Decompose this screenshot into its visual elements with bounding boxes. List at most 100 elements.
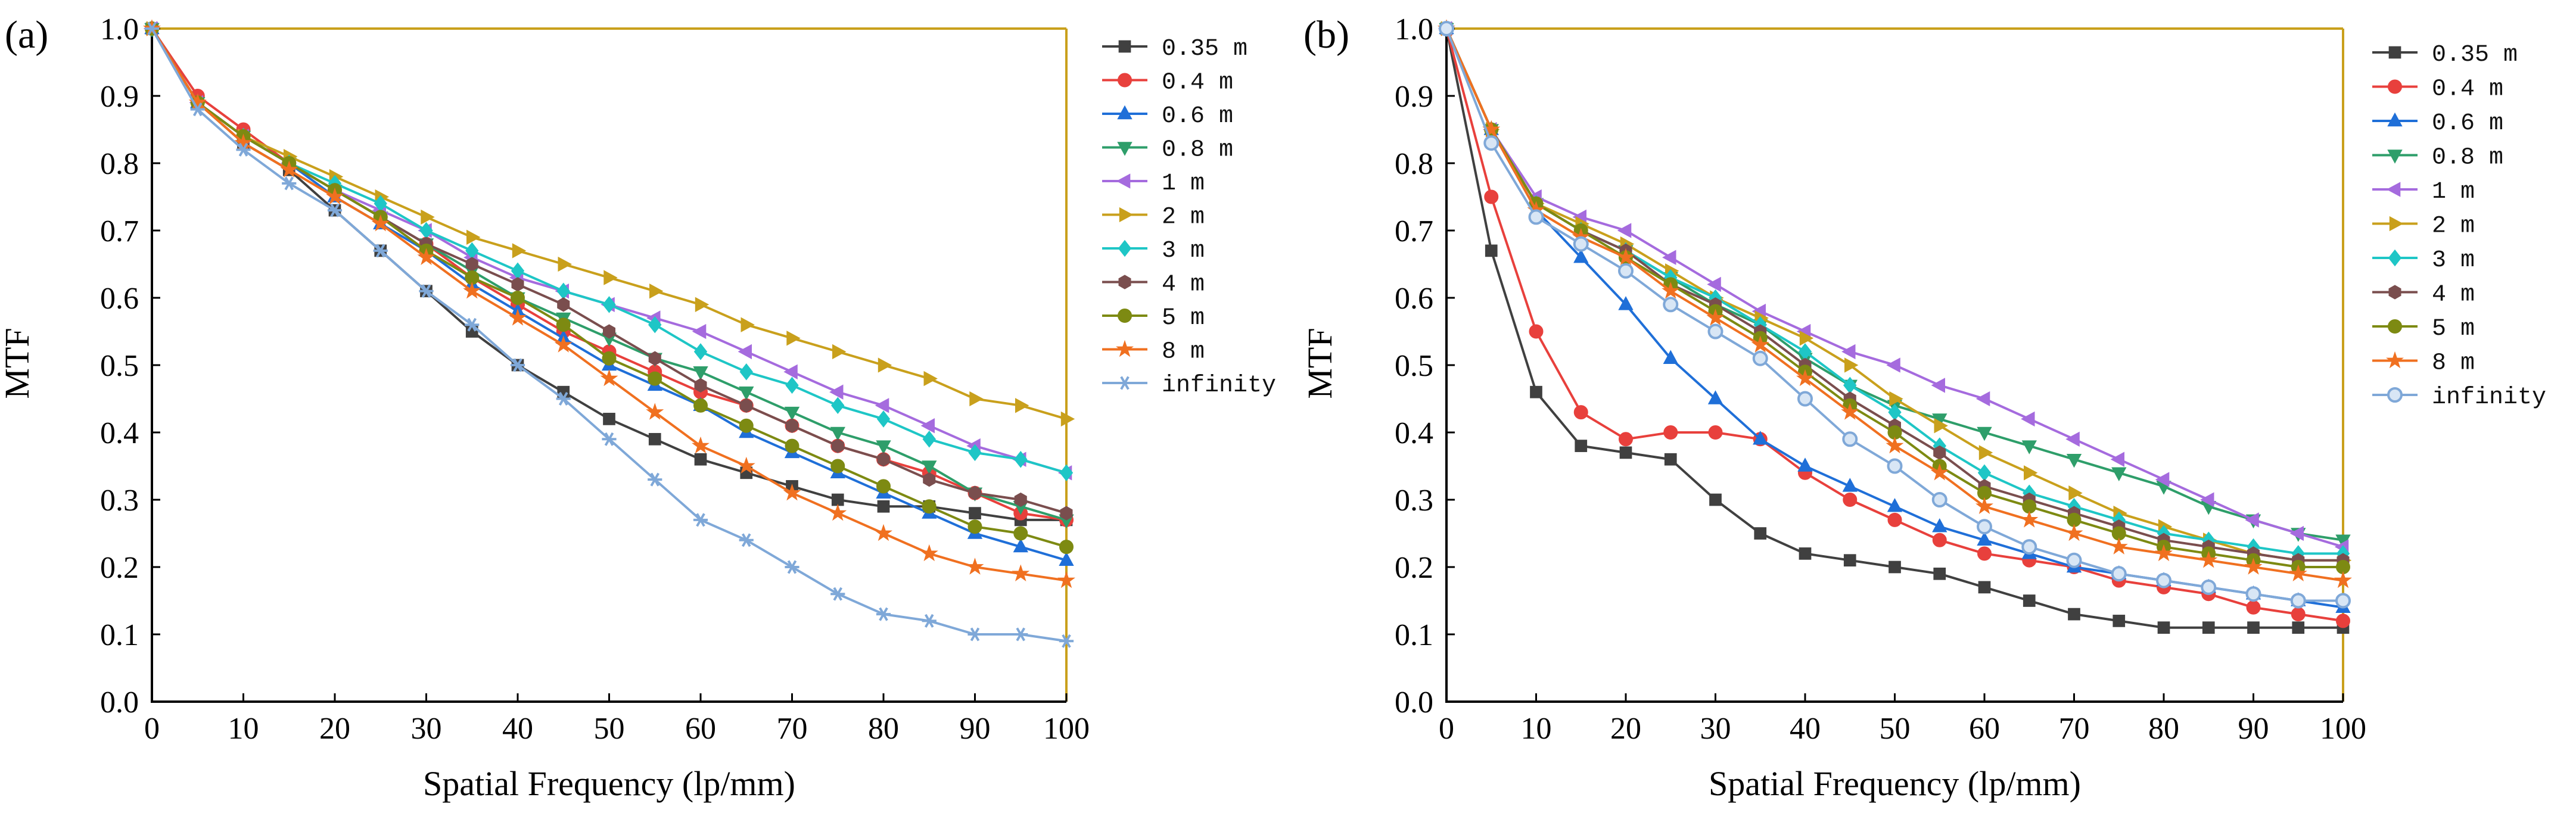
data-point xyxy=(923,472,936,487)
data-point xyxy=(829,384,844,400)
data-point xyxy=(739,363,753,381)
data-point xyxy=(1013,526,1028,541)
x-tick-label: 30 xyxy=(411,712,442,746)
data-point xyxy=(922,499,937,514)
series-0-4-m xyxy=(1439,21,2350,628)
legend-marker xyxy=(1118,40,1131,53)
series-5-m xyxy=(145,21,1074,555)
legend-marker xyxy=(2386,182,2401,197)
legend-entry: 8 m xyxy=(1102,339,1205,366)
legend-marker xyxy=(1117,105,1133,120)
legend-entry: 5 m xyxy=(1102,305,1205,332)
legend-entry: 3 m xyxy=(1102,238,1205,264)
data-point xyxy=(2157,621,2170,634)
legend-label: 1 m xyxy=(1162,170,1205,197)
x-tick-label: 0 xyxy=(144,712,160,746)
data-point xyxy=(554,335,573,353)
series-3-m xyxy=(1439,20,2350,562)
data-point xyxy=(2023,594,2036,607)
data-point xyxy=(190,102,205,117)
data-point xyxy=(2111,467,2127,482)
data-point xyxy=(2335,593,2351,609)
data-point xyxy=(832,344,847,360)
data-point xyxy=(694,453,707,466)
y-tick-label: 0.1 xyxy=(100,618,139,652)
data-point xyxy=(280,160,298,178)
legend-entry: 1 m xyxy=(1102,170,1205,197)
data-point xyxy=(2066,454,2082,468)
data-point xyxy=(1060,506,1073,521)
data-point xyxy=(2111,566,2127,582)
data-point xyxy=(326,187,344,205)
data-point xyxy=(1707,390,1723,404)
data-point xyxy=(740,398,753,413)
series-infinity xyxy=(144,21,1074,648)
data-point xyxy=(2244,558,2263,575)
x-tick-label: 30 xyxy=(1700,712,1731,746)
y-tick-label: 0.2 xyxy=(100,551,139,585)
y-tick-label: 0.7 xyxy=(100,214,139,248)
legend-marker xyxy=(2387,150,2403,164)
data-point xyxy=(648,432,661,446)
data-point xyxy=(466,229,481,245)
legend-label: 2 m xyxy=(1162,204,1205,231)
data-point xyxy=(1617,223,1632,238)
series-8-m xyxy=(143,19,1075,588)
y-tick-label: 0.1 xyxy=(1395,618,1433,652)
data-point xyxy=(1013,538,1028,553)
legend-marker xyxy=(2388,249,2402,267)
data-point xyxy=(2021,411,2035,427)
data-point xyxy=(876,607,891,621)
y-tick-label: 0.5 xyxy=(1395,349,1433,383)
data-point xyxy=(2289,525,2304,541)
legend-entry: 0.35 m xyxy=(2372,42,2518,68)
legend-marker xyxy=(2389,216,2404,232)
data-point xyxy=(234,133,253,151)
legend-marker xyxy=(1119,207,1134,223)
data-point xyxy=(1977,426,1992,441)
y-tick-label: 0.0 xyxy=(1395,686,1433,720)
y-tick-label: 0.7 xyxy=(1395,214,1433,248)
data-point xyxy=(465,257,478,272)
data-point xyxy=(1619,432,1633,447)
data-point xyxy=(1889,391,1903,407)
x-tick-label: 100 xyxy=(2320,712,2366,746)
data-point xyxy=(920,544,938,562)
data-point xyxy=(2292,621,2305,634)
series-1-m xyxy=(143,21,1072,481)
data-point xyxy=(557,297,570,312)
data-point xyxy=(2068,608,2080,621)
data-point xyxy=(2021,539,2037,555)
legend-entry: 2 m xyxy=(1102,204,1205,231)
data-point xyxy=(417,248,435,265)
panel-label: (b) xyxy=(1303,13,1349,57)
legend-marker xyxy=(2388,285,2401,300)
legend-label: 5 m xyxy=(1162,305,1205,332)
legend-label: 0.8 m xyxy=(2432,145,2503,172)
data-point xyxy=(2291,607,2306,622)
data-point xyxy=(1059,634,1074,648)
legend-entry: 0.8 m xyxy=(2372,145,2503,172)
data-point xyxy=(144,21,160,36)
data-point xyxy=(1931,492,1947,507)
x-tick-label: 60 xyxy=(1969,712,2000,746)
legend-entry: 8 m xyxy=(2372,350,2475,377)
data-point xyxy=(1529,324,1544,339)
data-point xyxy=(1014,492,1027,507)
legend-marker xyxy=(1116,340,1134,357)
x-tick-label: 40 xyxy=(1790,712,1821,746)
legend-marker xyxy=(1118,73,1132,88)
x-tick-label: 50 xyxy=(1880,712,1911,746)
x-tick-label: 80 xyxy=(2148,712,2179,746)
data-point xyxy=(738,344,752,360)
data-point xyxy=(785,376,799,394)
data-point xyxy=(831,397,845,415)
data-point xyxy=(602,296,616,313)
x-tick-label: 90 xyxy=(2238,712,2269,746)
legend-label: 4 m xyxy=(1162,272,1205,298)
data-point xyxy=(1799,547,1812,560)
legend-label: 0.6 m xyxy=(1162,103,1233,130)
data-point xyxy=(786,418,798,433)
y-tick-label: 0.3 xyxy=(1395,484,1433,518)
y-tick-label: 0.2 xyxy=(1395,551,1433,585)
